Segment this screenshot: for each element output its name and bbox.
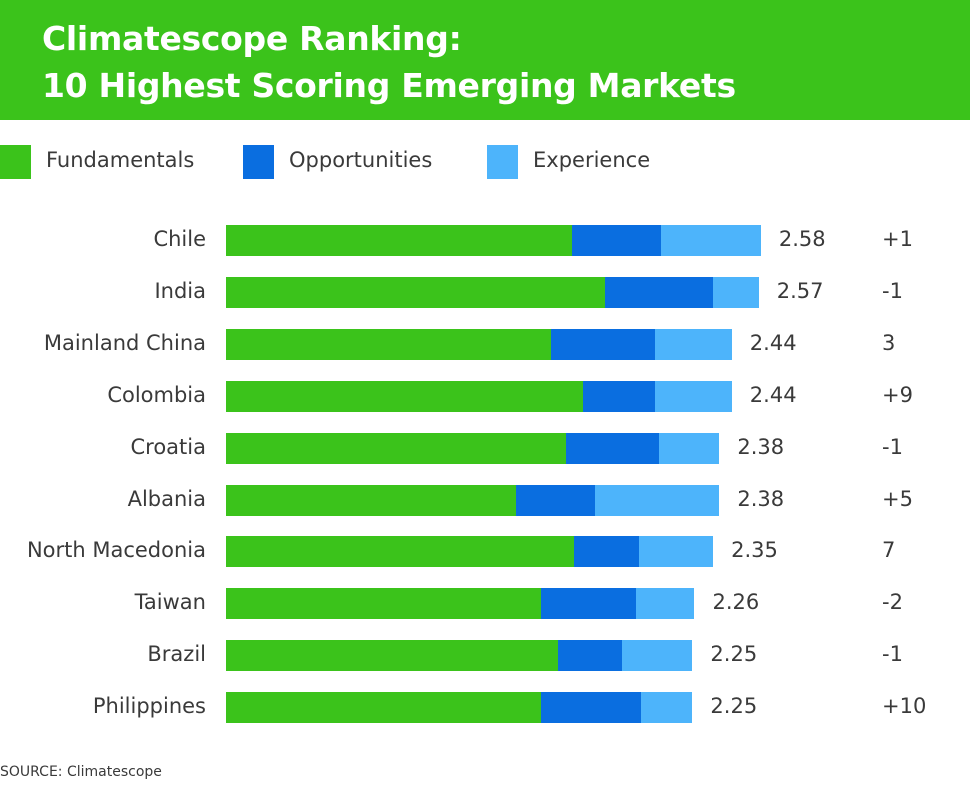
bar-experience-philippines bbox=[640, 692, 693, 724]
bar-opportunities-croatia bbox=[565, 432, 660, 464]
bar-experience-north-macedonia bbox=[638, 536, 714, 568]
rank-change-croatia: -1 bbox=[882, 434, 903, 459]
legend-swatch-opportunities bbox=[243, 145, 274, 179]
bar-experience-albania bbox=[594, 484, 720, 516]
chart-title-line-1: Climatescope Ranking: bbox=[42, 19, 462, 58]
bar-opportunities-chile bbox=[572, 225, 662, 256]
rank-change-mainland-china: 3 bbox=[882, 330, 896, 355]
source-note: SOURCE: Climatescope bbox=[0, 764, 162, 780]
bar-opportunities-philippines bbox=[541, 692, 641, 724]
total-score-albania: 2.38 bbox=[737, 486, 785, 511]
rank-change-taiwan: -2 bbox=[882, 590, 903, 615]
legend-label-opportunities: Opportunities bbox=[289, 148, 433, 172]
total-score-brazil: 2.25 bbox=[710, 642, 758, 667]
legend-label-fundamentals: Fundamentals bbox=[46, 148, 195, 172]
total-score-chile: 2.58 bbox=[778, 227, 826, 251]
total-score-mainland-china: 2.44 bbox=[749, 330, 797, 355]
bar-opportunities-taiwan bbox=[541, 588, 637, 620]
bar-fundamentals-albania bbox=[226, 484, 517, 516]
category-label-taiwan: Taiwan bbox=[134, 590, 206, 615]
bar-fundamentals-india bbox=[226, 276, 606, 308]
rank-change-india: -1 bbox=[882, 278, 903, 303]
rank-change-colombia: +9 bbox=[882, 382, 913, 407]
rank-change-brazil: -1 bbox=[882, 642, 903, 667]
legend-swatch-fundamentals bbox=[0, 145, 31, 179]
bar-fundamentals-croatia bbox=[226, 432, 566, 464]
bar-experience-brazil bbox=[621, 640, 693, 672]
category-label-philippines: Philippines bbox=[92, 694, 206, 719]
category-label-croatia: Croatia bbox=[130, 434, 207, 459]
legend-swatch-experience bbox=[487, 145, 518, 179]
total-score-india: 2.57 bbox=[776, 278, 824, 303]
bar-opportunities-mainland-china bbox=[551, 328, 656, 360]
bar-experience-mainland-china bbox=[655, 328, 732, 360]
bar-opportunities-brazil bbox=[557, 640, 622, 672]
bar-opportunities-india bbox=[605, 276, 714, 308]
legend-label-experience: Experience bbox=[533, 148, 651, 172]
category-label-colombia: Colombia bbox=[107, 382, 206, 407]
bar-experience-india bbox=[713, 276, 759, 308]
category-label-mainland-china: Mainland China bbox=[43, 330, 206, 355]
category-label-india: India bbox=[154, 278, 206, 303]
rank-change-north-macedonia: 7 bbox=[882, 538, 896, 563]
bar-fundamentals-brazil bbox=[226, 640, 558, 672]
category-label-brazil: Brazil bbox=[147, 642, 206, 667]
category-label-albania: Albania bbox=[127, 486, 206, 511]
bar-fundamentals-taiwan bbox=[226, 588, 542, 620]
title-banner: Climatescope Ranking: 10 Highest Scoring… bbox=[0, 0, 970, 120]
total-score-philippines: 2.25 bbox=[710, 694, 758, 719]
bar-fundamentals-colombia bbox=[226, 380, 583, 412]
rank-change-philippines: +10 bbox=[882, 694, 927, 719]
bar-opportunities-albania bbox=[516, 484, 595, 516]
bar-fundamentals-mainland-china bbox=[226, 328, 552, 360]
bar-experience-colombia bbox=[655, 380, 732, 412]
chart-title-line-2: 10 Highest Scoring Emerging Markets bbox=[42, 66, 736, 105]
bar-experience-croatia bbox=[659, 432, 720, 464]
bar-opportunities-colombia bbox=[582, 380, 656, 412]
rank-change-albania: +5 bbox=[882, 486, 913, 511]
bar-experience-taiwan bbox=[636, 588, 695, 620]
total-score-colombia: 2.44 bbox=[749, 382, 797, 407]
bar-opportunities-north-macedonia bbox=[574, 536, 639, 568]
total-score-north-macedonia: 2.35 bbox=[731, 538, 778, 563]
category-label-north-macedonia: North Macedonia bbox=[26, 538, 206, 563]
total-score-croatia: 2.38 bbox=[737, 434, 785, 459]
bar-fundamentals-north-macedonia bbox=[226, 536, 575, 568]
rank-change-chile: +1 bbox=[882, 227, 913, 251]
bar-fundamentals-philippines bbox=[226, 692, 542, 724]
bar-experience-chile bbox=[661, 225, 761, 256]
category-label-chile: Chile bbox=[153, 227, 206, 251]
bar-fundamentals-chile bbox=[226, 225, 573, 256]
total-score-taiwan: 2.26 bbox=[712, 590, 760, 615]
